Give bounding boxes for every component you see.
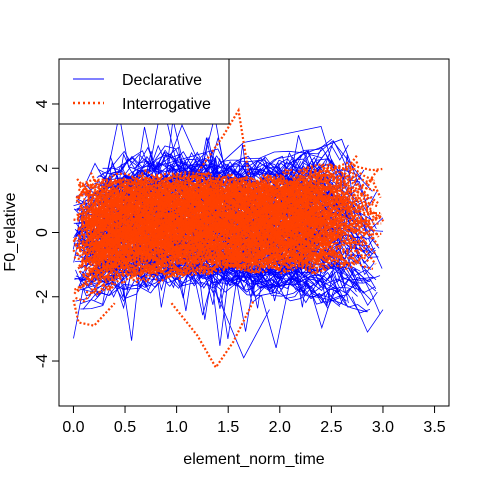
series-line xyxy=(98,198,323,226)
series-line xyxy=(102,193,374,219)
x-tick-label: 3.5 xyxy=(423,419,445,436)
series-line xyxy=(84,237,323,266)
x-tick-label: 3.0 xyxy=(372,419,394,436)
x-tick-label: 0.5 xyxy=(114,419,136,436)
y-tick-label: -2 xyxy=(34,290,51,304)
series-interrogative xyxy=(72,107,385,370)
series-line xyxy=(80,246,337,274)
series-line xyxy=(100,211,333,246)
series-line xyxy=(85,222,338,251)
series-line xyxy=(72,299,116,327)
series-line xyxy=(102,179,338,204)
legend-label-declarative: Declarative xyxy=(122,72,202,89)
series-line xyxy=(88,215,374,240)
series-line xyxy=(86,186,315,217)
series-line xyxy=(91,197,306,222)
series-line xyxy=(96,244,342,290)
series-line xyxy=(101,176,382,218)
series-line xyxy=(75,180,304,203)
y-tick-label: 0 xyxy=(34,228,51,237)
y-tick-label: 2 xyxy=(34,164,51,173)
series-line xyxy=(76,192,302,222)
axis-layer: 0.0 0.5 1.0 1.5 2.0 2.5 3.0 3.5 -4 -2 0 2 4 xyxy=(34,99,446,436)
series-line xyxy=(93,200,309,250)
series-line xyxy=(85,227,328,248)
x-tick-label: 2.5 xyxy=(320,419,342,436)
y-tick-label: 4 xyxy=(34,99,51,108)
series-line xyxy=(82,215,329,254)
x-tick-label: 0.0 xyxy=(62,419,84,436)
legend: Declarative Interrogative xyxy=(58,58,230,125)
series-line xyxy=(180,107,250,195)
series-line xyxy=(84,226,344,274)
series-line xyxy=(77,170,328,200)
series-line xyxy=(91,221,306,253)
series-line xyxy=(82,247,330,288)
series-line xyxy=(90,192,382,224)
y-axis-title: F0_relative xyxy=(2,192,19,271)
series-line xyxy=(82,208,322,260)
series-line xyxy=(90,247,306,294)
series-line xyxy=(84,184,322,224)
series-line xyxy=(83,210,374,232)
legend-label-interrogative: Interrogative xyxy=(122,96,211,113)
series-line xyxy=(89,194,322,233)
series-line xyxy=(88,166,379,238)
series-line xyxy=(170,299,255,370)
series-line xyxy=(91,186,378,243)
x-axis-title: element_norm_time xyxy=(183,451,325,468)
series-line xyxy=(98,201,313,227)
series-line xyxy=(97,235,355,292)
series-line xyxy=(78,186,307,230)
series-line xyxy=(88,244,362,270)
series-line xyxy=(82,169,360,212)
series-line xyxy=(78,214,359,247)
y-tick-label: -4 xyxy=(34,354,51,368)
x-tick-label: 2.0 xyxy=(269,419,291,436)
series-line xyxy=(217,296,270,359)
series-line xyxy=(87,216,363,265)
series-line xyxy=(100,231,332,261)
series-line xyxy=(101,183,314,206)
x-tick-label: 1.0 xyxy=(165,419,187,436)
series-line xyxy=(85,243,325,295)
series-line xyxy=(85,182,305,239)
series-line xyxy=(81,184,364,228)
series-line xyxy=(96,210,328,242)
series-line xyxy=(351,296,384,333)
series-line xyxy=(78,239,316,268)
series-line xyxy=(76,176,354,202)
x-tick-label: 1.5 xyxy=(217,419,239,436)
series-line xyxy=(90,249,344,282)
series-line xyxy=(77,172,356,200)
legend-box xyxy=(58,58,230,125)
series-line xyxy=(87,189,305,214)
series-line xyxy=(88,216,368,237)
series-layer xyxy=(72,101,385,370)
